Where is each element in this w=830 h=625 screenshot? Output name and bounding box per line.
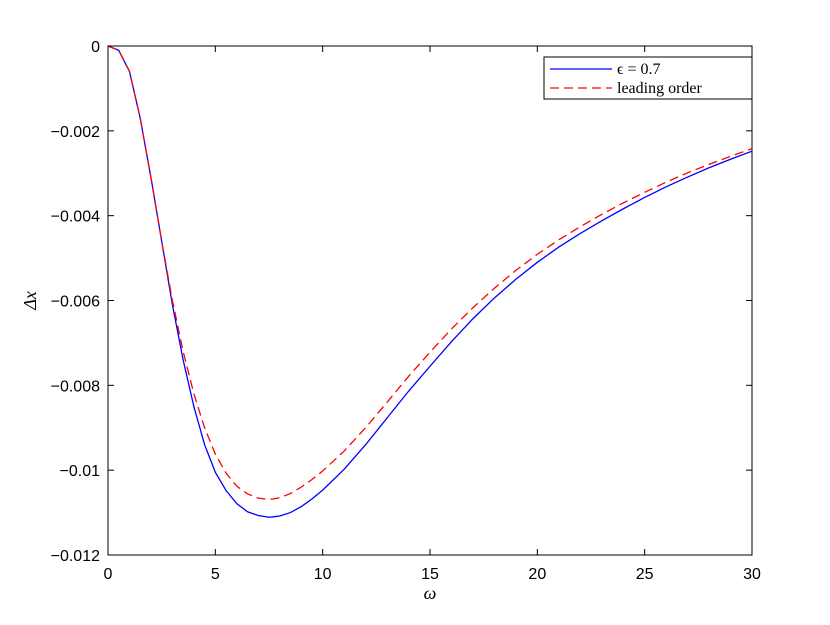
x-tick-label: 30 (743, 566, 761, 583)
y-tick-label: −0.006 (51, 294, 100, 311)
y-tick-label: −0.012 (51, 548, 100, 565)
y-tick-label: −0.004 (51, 209, 100, 226)
x-tick-label: 25 (636, 566, 654, 583)
legend-label-1: ϵ = 0.7 (617, 61, 661, 78)
y-tick-label: −0.002 (51, 124, 100, 141)
series-line-1 (107, 45, 753, 518)
series-layer (107, 45, 753, 518)
y-axis-label: Δx (20, 291, 40, 311)
y-tick-label: 0 (91, 39, 100, 56)
legend-label-2: leading order (617, 80, 703, 97)
legend-box (543, 56, 753, 100)
axis-ticks: 0 5 10 15 20 25 30 0 −0.002 −0.004 −0.006 −0.008 −0.… (51, 39, 761, 583)
y-tick-label: −0.01 (60, 463, 101, 480)
x-tick-label: 5 (211, 566, 220, 583)
series-line-2 (107, 45, 753, 501)
plot-frame (107, 45, 753, 556)
legend: ϵ = 0.7 leading order (543, 56, 753, 100)
plot-area (107, 45, 753, 556)
x-tick-label: 15 (421, 566, 439, 583)
x-tick-label: 10 (314, 566, 332, 583)
y-tick-label: −0.008 (51, 378, 100, 395)
x-tick-label: 0 (104, 566, 113, 583)
x-tick-label: 20 (528, 566, 546, 583)
x-axis-label: ω (424, 583, 437, 603)
